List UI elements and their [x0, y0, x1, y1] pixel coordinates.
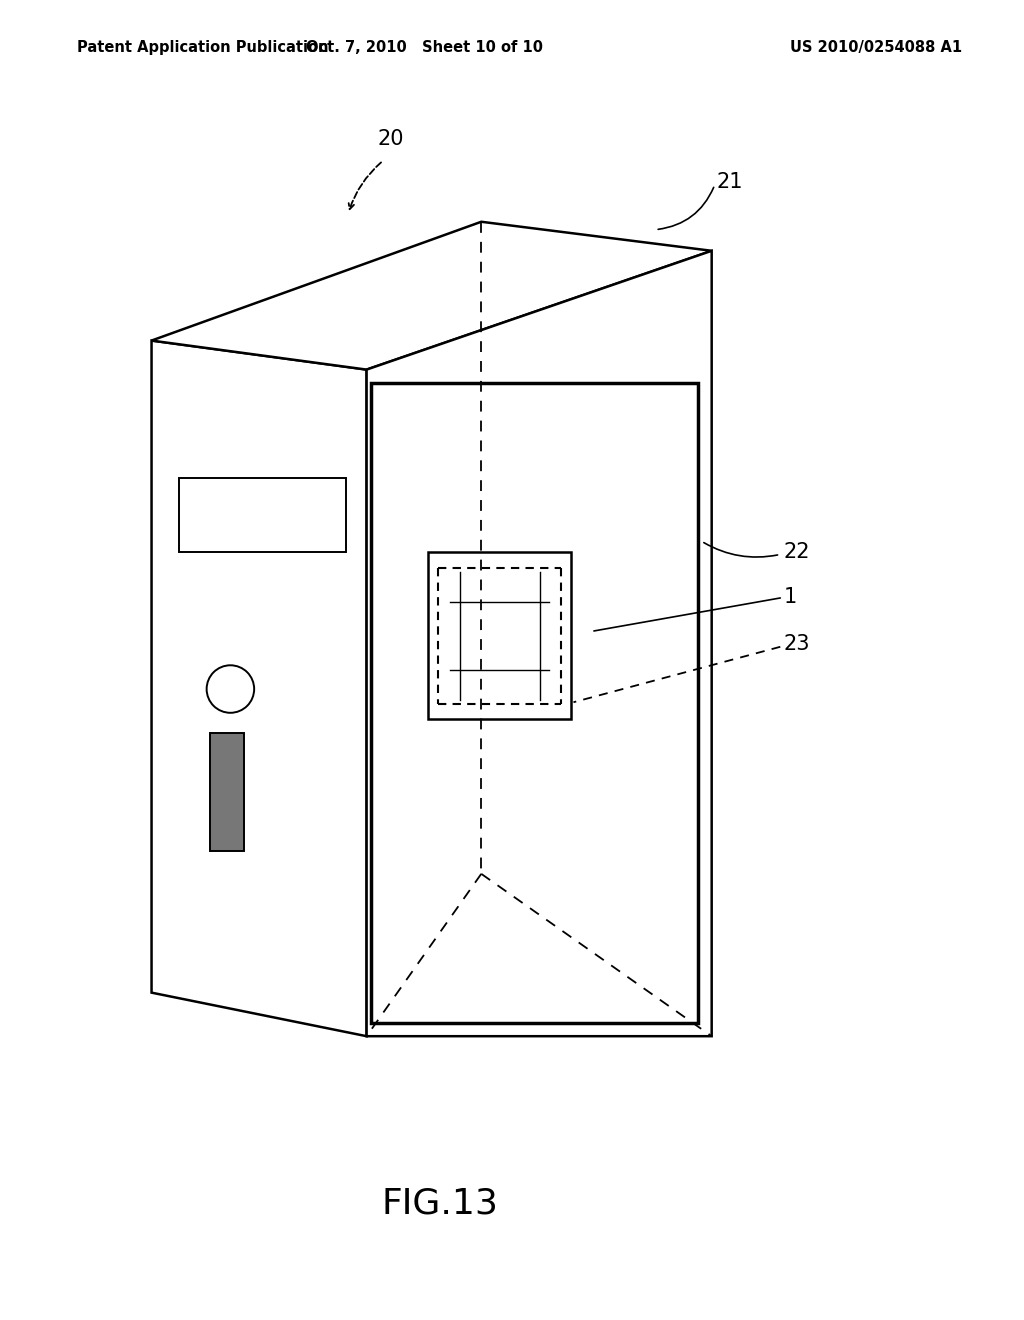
Text: 20: 20	[378, 128, 404, 149]
Text: 1: 1	[783, 586, 797, 607]
Text: 22: 22	[783, 541, 810, 562]
Text: Patent Application Publication: Patent Application Publication	[77, 40, 329, 55]
Polygon shape	[210, 733, 244, 851]
Polygon shape	[371, 383, 698, 1023]
Polygon shape	[367, 251, 712, 1036]
Polygon shape	[428, 552, 571, 719]
Polygon shape	[152, 341, 367, 1036]
Text: 21: 21	[717, 172, 743, 193]
Polygon shape	[152, 222, 712, 370]
Text: 23: 23	[783, 634, 810, 655]
Polygon shape	[179, 478, 346, 552]
Text: FIG.13: FIG.13	[382, 1187, 499, 1221]
Text: US 2010/0254088 A1: US 2010/0254088 A1	[791, 40, 963, 55]
Text: Oct. 7, 2010   Sheet 10 of 10: Oct. 7, 2010 Sheet 10 of 10	[306, 40, 544, 55]
